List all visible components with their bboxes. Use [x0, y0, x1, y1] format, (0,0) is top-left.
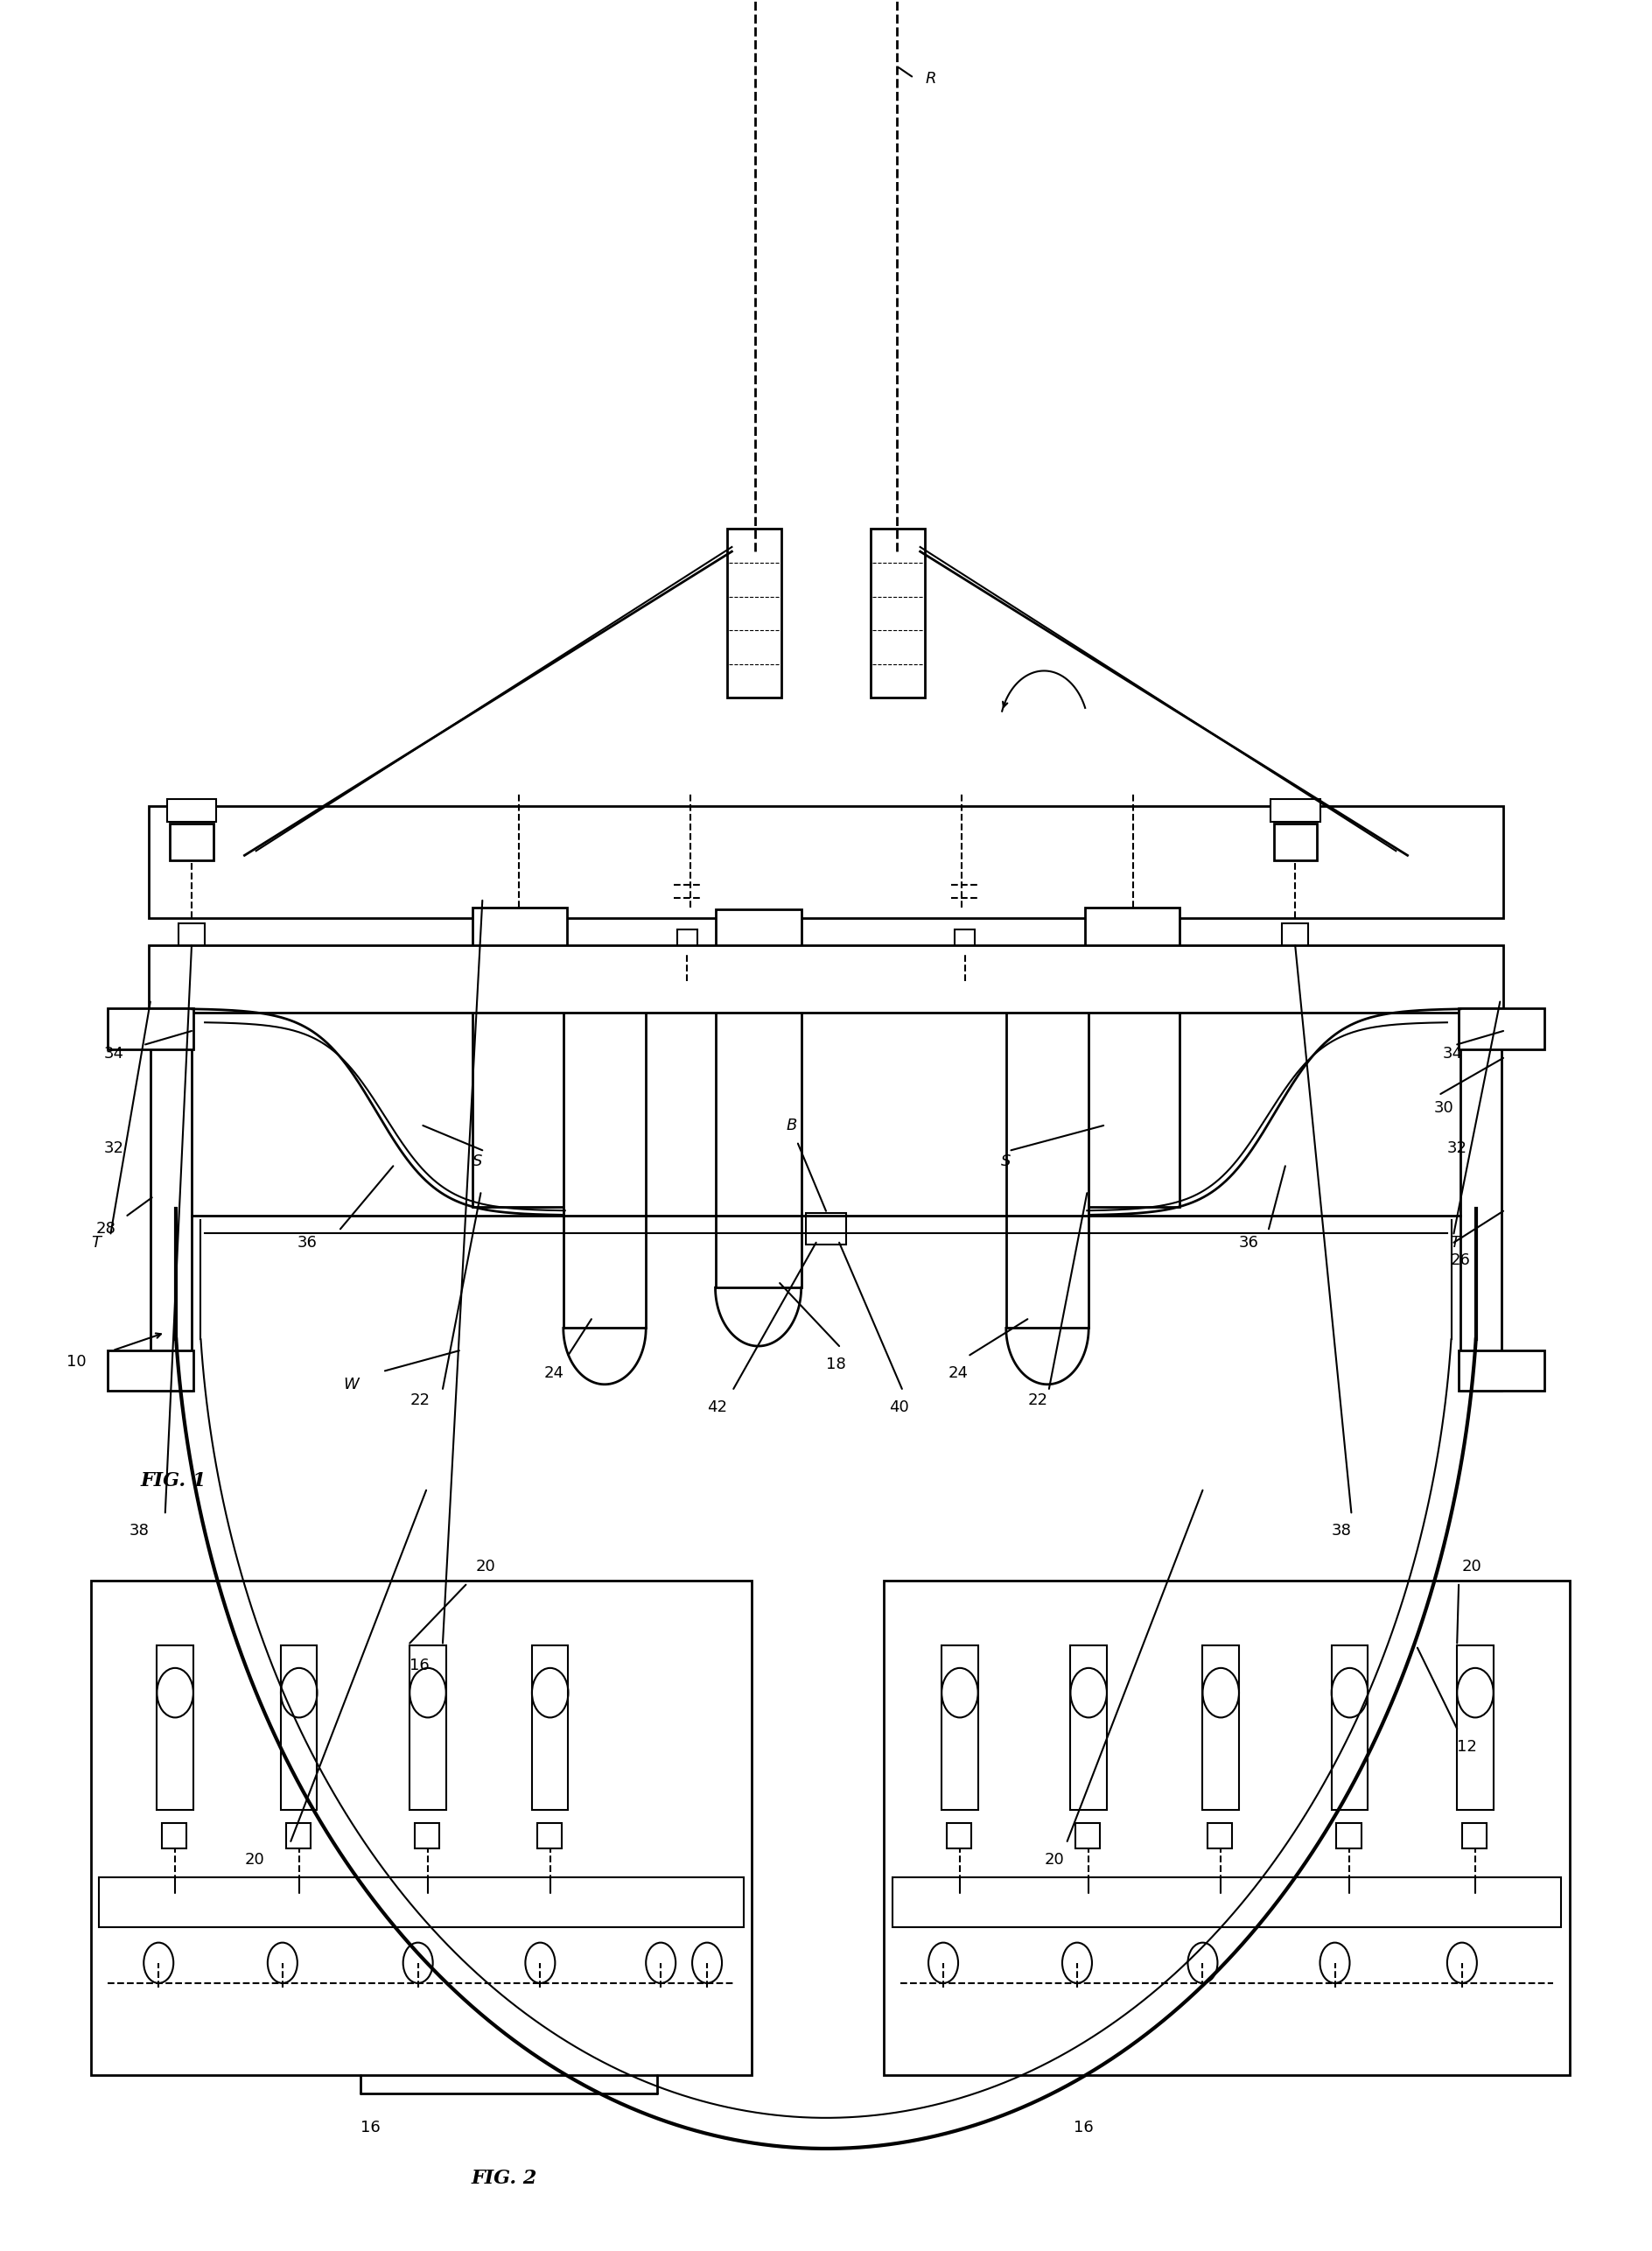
Bar	[107, 1351, 193, 1391]
Text: 20: 20	[1462, 1560, 1482, 1576]
Text: T: T	[1450, 1236, 1460, 1252]
Bar	[410, 1645, 446, 1810]
Bar	[1075, 1823, 1100, 1848]
Text: 38: 38	[1332, 1524, 1351, 1540]
Text: S: S	[472, 1155, 482, 1171]
Bar	[563, 972, 646, 1328]
Bar	[1462, 1823, 1487, 1848]
Bar	[1459, 1008, 1545, 1049]
Text: FIG. 1: FIG. 1	[140, 1470, 206, 1490]
Bar	[1336, 1823, 1361, 1848]
Bar	[947, 1823, 971, 1848]
Bar	[150, 1008, 192, 1391]
Text: 26: 26	[1450, 1254, 1470, 1270]
Bar	[1274, 824, 1317, 860]
Text: 30: 30	[1434, 1101, 1454, 1116]
Text: 24: 24	[948, 1366, 968, 1382]
Text: 40: 40	[889, 1400, 909, 1416]
Bar	[162, 1823, 187, 1848]
Bar	[281, 1645, 317, 1810]
Bar	[1457, 1645, 1493, 1810]
Bar	[149, 945, 1503, 1013]
Bar	[1282, 923, 1308, 950]
Bar	[1070, 1645, 1107, 1810]
Text: 38: 38	[129, 1524, 149, 1540]
Bar	[149, 806, 1503, 918]
Bar	[871, 529, 925, 698]
Bar	[532, 1645, 568, 1810]
Text: 36: 36	[297, 1236, 317, 1252]
Bar	[178, 923, 205, 950]
Bar	[955, 930, 975, 952]
Text: 34: 34	[104, 1047, 124, 1062]
Bar	[892, 1877, 1561, 1927]
Bar	[1203, 1645, 1239, 1810]
Bar	[286, 1823, 311, 1848]
Text: 12: 12	[1457, 1740, 1477, 1756]
Text: 24: 24	[544, 1366, 563, 1382]
Bar	[107, 1008, 193, 1049]
Text: R: R	[925, 72, 937, 88]
Bar	[1270, 799, 1320, 822]
Text: 42: 42	[707, 1400, 727, 1416]
Text: 34: 34	[1442, 1047, 1462, 1062]
Bar	[167, 799, 216, 822]
Bar	[1460, 1008, 1502, 1391]
Bar	[91, 1580, 752, 2075]
Bar	[1006, 972, 1089, 1328]
Bar	[415, 1823, 439, 1848]
Text: 16: 16	[1074, 2120, 1094, 2136]
Bar	[727, 529, 781, 698]
Text: 22: 22	[1028, 1393, 1047, 1409]
Text: W: W	[344, 1378, 358, 1393]
Bar	[884, 1580, 1569, 2075]
Bar	[1085, 907, 1180, 1207]
Text: FIG. 2: FIG. 2	[471, 2168, 537, 2188]
Text: B: B	[786, 1119, 798, 1135]
Text: 10: 10	[66, 1355, 86, 1371]
Text: 20: 20	[476, 1560, 496, 1576]
Bar	[157, 1645, 193, 1810]
Bar	[715, 909, 801, 1288]
Text: 16: 16	[360, 2120, 380, 2136]
Bar	[99, 1877, 743, 1927]
Bar	[1208, 1823, 1232, 1848]
Bar	[472, 907, 567, 1207]
Bar	[677, 930, 697, 952]
Text: 20: 20	[244, 1853, 264, 1868]
Bar	[1332, 1645, 1368, 1810]
Text: 32: 32	[104, 1141, 124, 1157]
Bar	[170, 824, 213, 860]
Bar	[806, 1213, 846, 1245]
Text: T: T	[91, 1236, 101, 1252]
Text: 36: 36	[1239, 1236, 1259, 1252]
Text: 16: 16	[410, 1659, 430, 1675]
Text: 32: 32	[1447, 1141, 1467, 1157]
Text: 20: 20	[1044, 1853, 1064, 1868]
Bar	[942, 1645, 978, 1810]
Text: 22: 22	[410, 1393, 430, 1409]
Text: 18: 18	[826, 1357, 846, 1373]
Text: S: S	[1001, 1155, 1011, 1171]
Bar	[1459, 1351, 1545, 1391]
Text: 28: 28	[96, 1222, 116, 1238]
Bar	[537, 1823, 562, 1848]
